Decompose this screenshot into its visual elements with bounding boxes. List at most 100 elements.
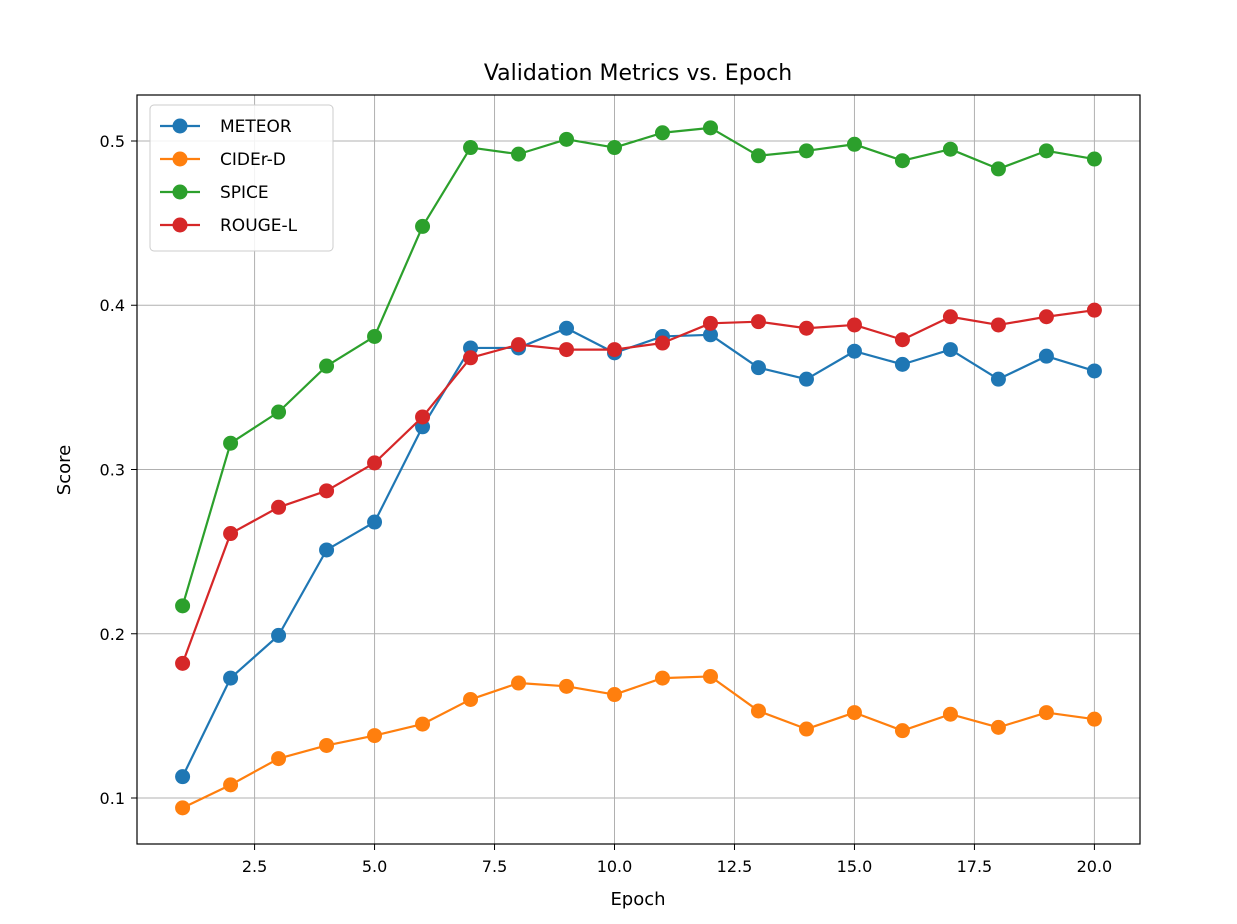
cider-d-point: [367, 728, 383, 744]
series-spice: [175, 120, 1102, 614]
meteor-point: [223, 670, 239, 686]
meteor-point: [175, 769, 191, 785]
cider-d-point: [175, 800, 191, 816]
rouge-l-point: [607, 342, 623, 358]
x-tick-label: 12.5: [717, 857, 753, 876]
cider-d-point: [463, 691, 479, 707]
series-meteor: [175, 320, 1102, 785]
spice-point: [559, 131, 575, 147]
rouge-l-point: [511, 337, 527, 353]
legend-label-spice: SPICE: [220, 183, 269, 203]
meteor-point: [942, 342, 958, 358]
meteor-point: [559, 320, 575, 336]
spice-point: [1086, 151, 1102, 167]
chart-title: Validation Metrics vs. Epoch: [484, 61, 792, 86]
x-tick-label: 17.5: [957, 857, 993, 876]
spice-point: [175, 598, 191, 614]
rouge-l-point: [175, 655, 191, 671]
spice-point: [942, 141, 958, 157]
rouge-l-point: [271, 499, 287, 515]
spice-point: [798, 143, 814, 159]
meteor-point: [990, 371, 1006, 387]
rouge-l-point: [990, 317, 1006, 333]
cider-d-point: [271, 751, 287, 767]
legend-marker-spice: [172, 184, 188, 200]
cider-d-point: [607, 687, 623, 703]
meteor-point: [319, 542, 335, 558]
legend-label-cider-d: CIDEr-D: [220, 150, 286, 170]
spice-point: [894, 153, 910, 169]
spice-point: [607, 140, 623, 156]
x-axis-ticks: 2.5 5.0 7.5 10.0 12.5 15.0 17.5 20.0: [242, 844, 1112, 876]
series-layer: [175, 120, 1102, 816]
cider-d-point: [798, 721, 814, 737]
x-axis-label: Epoch: [610, 889, 665, 910]
spice-point: [1038, 143, 1054, 159]
rouge-l-point: [798, 320, 814, 336]
meteor-point: [798, 371, 814, 387]
y-tick-label: 0.2: [100, 625, 125, 644]
rouge-l-point: [702, 315, 718, 331]
cider-d-point: [942, 706, 958, 722]
cider-d-line: [182, 675, 1095, 809]
spice-point: [367, 328, 383, 344]
cider-d-point: [894, 723, 910, 739]
rouge-l-point: [1086, 302, 1102, 318]
cider-d-point: [654, 670, 670, 686]
meteor-point: [1038, 348, 1054, 364]
cider-d-point: [750, 703, 766, 719]
rouge-l-point: [415, 409, 431, 425]
cider-d-point: [846, 705, 862, 721]
spice-point: [271, 404, 287, 420]
meteor-point: [1086, 363, 1102, 379]
spice-point: [463, 140, 479, 156]
rouge-l-point: [463, 350, 479, 366]
y-tick-label: 0.1: [100, 789, 125, 808]
rouge-l-line: [181, 309, 1095, 664]
spice-point: [223, 435, 239, 451]
x-tick-label: 10.0: [597, 857, 633, 876]
rouge-l-point: [654, 335, 670, 351]
y-tick-label: 0.5: [100, 132, 125, 151]
spice-line: [181, 126, 1095, 607]
y-tick-label: 0.3: [100, 461, 125, 480]
cider-d-point: [1086, 711, 1102, 727]
cider-d-point: [511, 675, 527, 691]
cider-d-point: [990, 719, 1006, 735]
cider-d-point: [702, 668, 718, 684]
cider-d-point: [223, 777, 239, 793]
series-cider-d: [175, 668, 1102, 816]
cider-d-point: [559, 678, 575, 694]
spice-point: [415, 218, 431, 234]
x-tick-label: 20.0: [1077, 857, 1113, 876]
spice-point: [511, 146, 527, 162]
cider-d-point: [319, 737, 335, 753]
rouge-l-point: [319, 483, 335, 499]
meteor-point: [750, 360, 766, 376]
meteor-point: [846, 343, 862, 359]
meteor-line: [181, 327, 1095, 778]
rouge-l-point: [894, 332, 910, 348]
meteor-point: [702, 327, 718, 343]
x-tick-label: 7.5: [482, 857, 507, 876]
rouge-l-point: [750, 314, 766, 330]
x-tick-label: 2.5: [242, 857, 267, 876]
spice-point: [846, 136, 862, 152]
y-tick-label: 0.4: [100, 296, 125, 315]
legend-marker-meteor: [172, 118, 188, 134]
y-axis-label: Score: [54, 445, 75, 495]
meteor-point: [271, 627, 287, 643]
legend-marker-cider-d: [172, 151, 188, 167]
rouge-l-point: [367, 455, 383, 471]
spice-point: [990, 161, 1006, 177]
meteor-point: [367, 514, 383, 530]
legend: METEOR CIDEr-D SPICE ROUGE-L: [149, 104, 334, 252]
legend-label-meteor: METEOR: [220, 117, 292, 137]
rouge-l-point: [846, 317, 862, 333]
spice-point: [750, 148, 766, 164]
rouge-l-point: [942, 309, 958, 325]
legend-box: [149, 104, 334, 252]
legend-marker-rouge-l: [172, 217, 188, 233]
y-axis-ticks: 0.1 0.2 0.3 0.4 0.5: [100, 132, 137, 808]
